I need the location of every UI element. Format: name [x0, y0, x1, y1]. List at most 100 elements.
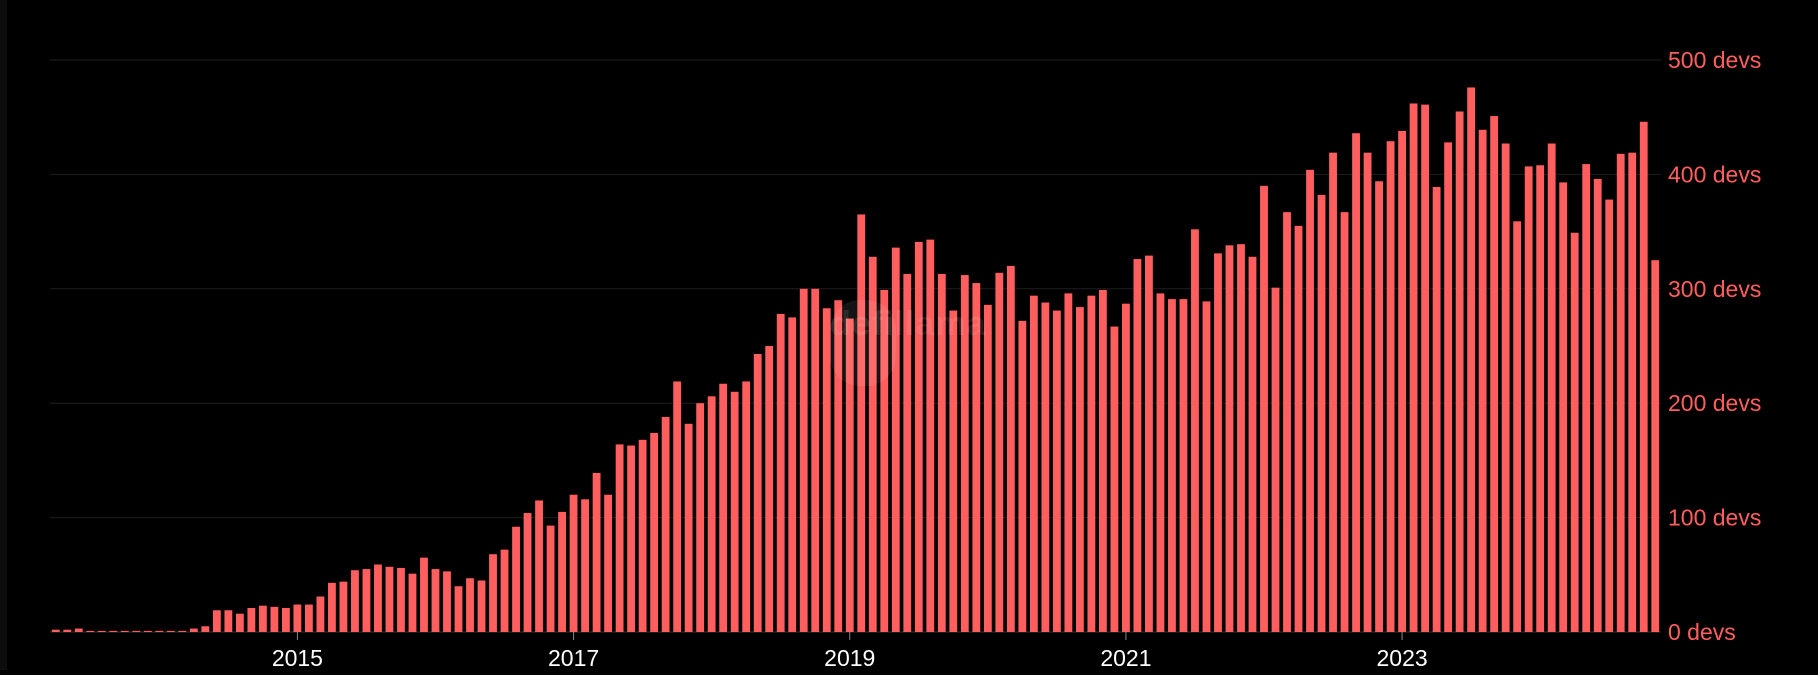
bar[interactable]	[224, 610, 233, 632]
bar[interactable]	[155, 630, 164, 632]
bar[interactable]	[1064, 293, 1073, 632]
bar[interactable]	[707, 396, 716, 632]
bar[interactable]	[328, 582, 336, 632]
bar[interactable]	[397, 567, 405, 632]
bar[interactable]	[443, 571, 451, 632]
bar[interactable]	[811, 288, 820, 632]
bar[interactable]	[166, 630, 175, 632]
bar[interactable]	[1570, 232, 1579, 633]
bar[interactable]	[558, 511, 566, 632]
bar[interactable]	[1248, 256, 1257, 632]
bar[interactable]	[1283, 212, 1291, 632]
bar[interactable]	[109, 630, 118, 632]
bar[interactable]	[1421, 104, 1430, 633]
bar[interactable]	[868, 256, 877, 632]
bar[interactable]	[914, 241, 923, 632]
bar[interactable]	[880, 289, 889, 632]
bar[interactable]	[592, 472, 601, 632]
bar[interactable]	[339, 581, 348, 632]
bar[interactable]	[454, 586, 463, 632]
bar[interactable]	[661, 416, 670, 632]
bar[interactable]	[926, 239, 935, 633]
bar[interactable]	[1225, 245, 1234, 632]
bar[interactable]	[569, 494, 578, 632]
bar[interactable]	[1513, 221, 1522, 633]
bar[interactable]	[1628, 152, 1637, 632]
bar[interactable]	[1444, 142, 1453, 632]
bar[interactable]	[1317, 194, 1326, 633]
bar[interactable]	[1467, 87, 1476, 632]
bar[interactable]	[1455, 111, 1464, 633]
bar[interactable]	[1651, 260, 1660, 632]
bar[interactable]	[466, 578, 474, 632]
bar[interactable]	[742, 381, 751, 632]
bar[interactable]	[1110, 326, 1119, 632]
bar[interactable]	[1593, 178, 1602, 633]
bar[interactable]	[1156, 293, 1165, 632]
bar[interactable]	[776, 313, 785, 632]
bar[interactable]	[1398, 130, 1406, 632]
bar[interactable]	[753, 354, 762, 632]
bar[interactable]	[1191, 229, 1199, 632]
bar[interactable]	[1524, 166, 1533, 632]
bar[interactable]	[1375, 181, 1383, 632]
bar[interactable]	[949, 310, 958, 632]
bar[interactable]	[972, 283, 981, 632]
bar[interactable]	[201, 626, 210, 632]
bar[interactable]	[51, 629, 60, 632]
bar[interactable]	[374, 564, 382, 633]
bar[interactable]	[258, 605, 267, 632]
bar[interactable]	[857, 214, 866, 632]
bar[interactable]	[1029, 295, 1038, 632]
bar[interactable]	[719, 383, 728, 632]
bar[interactable]	[903, 273, 912, 632]
bar[interactable]	[1087, 295, 1096, 632]
bar[interactable]	[1075, 307, 1084, 632]
bar[interactable]	[1271, 287, 1280, 632]
bar[interactable]	[1432, 186, 1441, 633]
bar[interactable]	[1639, 121, 1648, 632]
bar[interactable]	[1605, 199, 1614, 632]
bar[interactable]	[189, 628, 198, 632]
bar[interactable]	[351, 570, 359, 632]
bar[interactable]	[535, 500, 543, 632]
bar[interactable]	[431, 569, 440, 632]
bar[interactable]	[891, 247, 900, 632]
bar[interactable]	[627, 445, 636, 632]
bar[interactable]	[1386, 141, 1395, 632]
bar[interactable]	[1214, 253, 1222, 632]
bar[interactable]	[178, 630, 187, 632]
bar[interactable]	[615, 444, 624, 632]
bar[interactable]	[500, 549, 509, 632]
bar[interactable]	[512, 526, 520, 632]
bar[interactable]	[420, 557, 428, 632]
bar[interactable]	[788, 317, 797, 632]
bar[interactable]	[1145, 255, 1153, 632]
bar[interactable]	[1237, 244, 1245, 632]
bar[interactable]	[834, 300, 843, 632]
bar[interactable]	[281, 607, 290, 632]
bar[interactable]	[1006, 265, 1015, 632]
bar[interactable]	[673, 381, 682, 632]
bar[interactable]	[1260, 185, 1268, 632]
bar[interactable]	[684, 423, 693, 632]
bar[interactable]	[385, 566, 394, 632]
bar[interactable]	[1122, 303, 1130, 632]
bar[interactable]	[765, 346, 774, 632]
bar[interactable]	[546, 525, 555, 632]
bar[interactable]	[132, 630, 141, 632]
bar[interactable]	[97, 630, 106, 632]
bar[interactable]	[638, 439, 647, 632]
bar[interactable]	[293, 604, 302, 632]
bar[interactable]	[960, 275, 969, 632]
bar[interactable]	[1490, 116, 1499, 632]
bar[interactable]	[1363, 152, 1372, 632]
bar[interactable]	[1582, 164, 1591, 632]
bar[interactable]	[235, 613, 244, 632]
bar[interactable]	[270, 606, 279, 632]
bar[interactable]	[120, 630, 129, 632]
bar[interactable]	[212, 610, 221, 632]
bar[interactable]	[74, 628, 83, 632]
bar[interactable]	[696, 403, 705, 632]
bar[interactable]	[316, 596, 325, 632]
